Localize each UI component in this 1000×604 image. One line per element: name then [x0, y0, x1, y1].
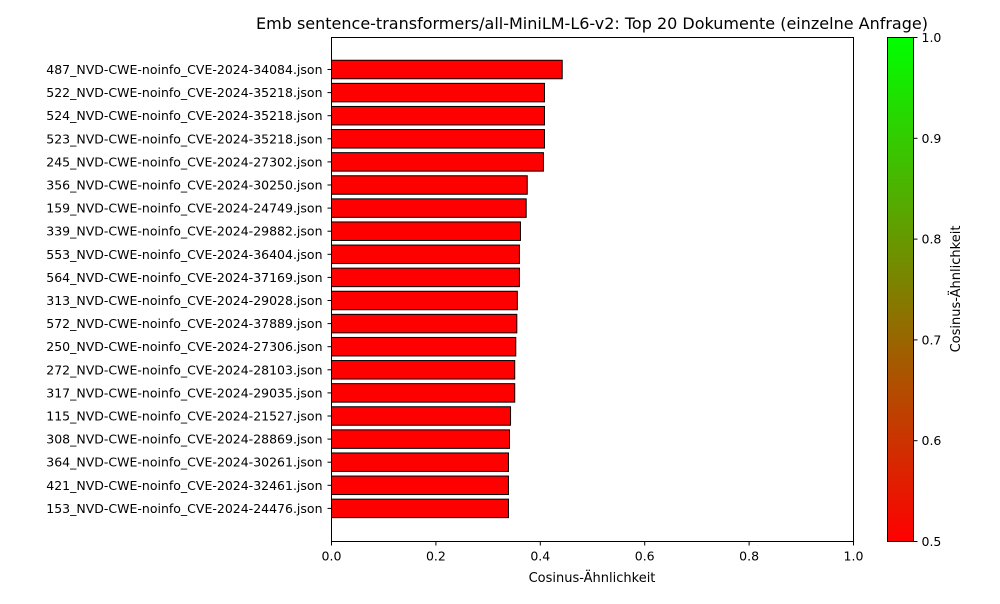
- y-tick-label: 115_NVD-CWE-noinfo_CVE-2024-21527.json: [46, 409, 322, 424]
- bar: [331, 152, 544, 172]
- bar: [331, 429, 511, 449]
- y-tick-label: 339_NVD-CWE-noinfo_CVE-2024-29882.json: [46, 224, 322, 239]
- bar: [331, 336, 517, 357]
- colorbar-tick-label: 0.6: [922, 433, 942, 448]
- colorbar-tick-label: 0.8: [922, 232, 942, 247]
- y-tick-label: 313_NVD-CWE-noinfo_CVE-2024-29028.json: [46, 293, 322, 308]
- y-tick-label: 522_NVD-CWE-noinfo_CVE-2024-35218.json: [46, 85, 322, 100]
- y-tick-label: 572_NVD-CWE-noinfo_CVE-2024-37889.json: [46, 316, 322, 331]
- y-tick-label: 245_NVD-CWE-noinfo_CVE-2024-27302.json: [46, 154, 322, 169]
- bar: [331, 59, 563, 80]
- colorbar-label: Cosinus-Ähnlichkeit: [948, 226, 964, 353]
- bar: [331, 383, 516, 403]
- y-tick-label: 308_NVD-CWE-noinfo_CVE-2024-28869.json: [46, 432, 322, 447]
- bar: [331, 498, 509, 519]
- bar: [331, 267, 520, 288]
- y-tick-label: 250_NVD-CWE-noinfo_CVE-2024-27306.json: [46, 339, 322, 354]
- y-tick-label: 524_NVD-CWE-noinfo_CVE-2024-35218.json: [46, 108, 322, 123]
- y-tick-label: 356_NVD-CWE-noinfo_CVE-2024-30250.json: [46, 178, 322, 193]
- y-tick-label: 553_NVD-CWE-noinfo_CVE-2024-36404.json: [46, 247, 322, 262]
- bar: [331, 290, 518, 311]
- y-tick-label: 487_NVD-CWE-noinfo_CVE-2024-34084.json: [46, 62, 322, 77]
- y-tick-label: 564_NVD-CWE-noinfo_CVE-2024-37169.json: [46, 270, 322, 285]
- bar: [331, 129, 545, 149]
- colorbar-tick-label: 0.7: [922, 332, 942, 347]
- y-tick-label: 364_NVD-CWE-noinfo_CVE-2024-30261.json: [46, 455, 322, 470]
- bar: [331, 82, 545, 103]
- x-tick-label: 0.4: [530, 549, 550, 564]
- bar: [331, 244, 520, 265]
- y-tick-label: 153_NVD-CWE-noinfo_CVE-2024-24476.json: [46, 501, 322, 516]
- y-tick-label: 421_NVD-CWE-noinfo_CVE-2024-32461.json: [46, 478, 322, 493]
- bar: [331, 360, 516, 380]
- bar: [331, 105, 545, 126]
- colorbar: 0.5 0.6 0.7 0.8 0.9 1.0: [887, 30, 942, 549]
- bar: [331, 221, 521, 241]
- x-tick-label: 0.0: [322, 549, 342, 564]
- x-tick-label: 1.0: [844, 549, 864, 564]
- y-tick-labels: 487_NVD-CWE-noinfo_CVE-2024-34084.json 52…: [46, 62, 332, 516]
- bar: [331, 452, 509, 472]
- x-axis-label: Cosinus-Ähnlichkeit: [529, 570, 656, 586]
- colorbar-tick-label: 0.9: [922, 131, 942, 146]
- colorbar-gradient: [887, 37, 914, 542]
- y-tick-label: 272_NVD-CWE-noinfo_CVE-2024-28103.json: [46, 362, 322, 377]
- bar: [331, 198, 527, 218]
- y-tick-label: 317_NVD-CWE-noinfo_CVE-2024-29035.json: [46, 385, 322, 400]
- bars-layer: [331, 59, 563, 519]
- colorbar-tick-label: 1.0: [922, 30, 942, 45]
- bar: [331, 406, 512, 426]
- x-tick-label: 0.2: [426, 549, 446, 564]
- bar: [331, 475, 509, 496]
- y-tick-label: 523_NVD-CWE-noinfo_CVE-2024-35218.json: [46, 131, 322, 146]
- x-axis: 0.0 0.2 0.4 0.6 0.8 1.0: [322, 541, 864, 564]
- plot-frame: [331, 37, 854, 542]
- x-tick-label: 0.6: [635, 549, 655, 564]
- chart-title: Emb sentence-transformers/all-MiniLM-L6-…: [256, 14, 928, 33]
- colorbar-tick-label: 0.5: [922, 534, 942, 549]
- y-tick-label: 159_NVD-CWE-noinfo_CVE-2024-24749.json: [46, 201, 322, 216]
- x-tick-label: 0.8: [739, 549, 759, 564]
- bar: [331, 175, 528, 195]
- bar: [331, 313, 518, 334]
